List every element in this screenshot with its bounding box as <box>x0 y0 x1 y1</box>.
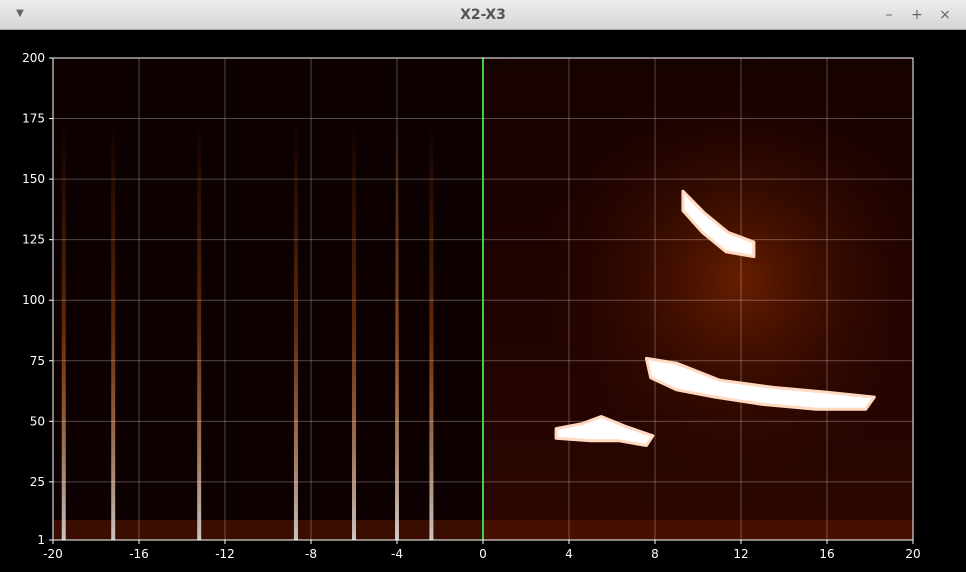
y-tick-label-2: 50 <box>30 414 45 428</box>
y-tick-label-4: 100 <box>22 293 45 307</box>
x-tick-label-1: -16 <box>129 547 149 561</box>
streak-3 <box>293 118 298 540</box>
y-tick-label-8: 200 <box>22 51 45 65</box>
close-button[interactable]: × <box>939 7 951 23</box>
streak-4 <box>352 118 356 540</box>
streak-2 <box>197 118 202 540</box>
x-tick-label-0: -20 <box>43 547 63 561</box>
window-title: X2-X3 <box>460 7 506 23</box>
hot-region-middle-band <box>644 356 876 411</box>
x-tick-label-6: 4 <box>565 547 573 561</box>
x-tick-label-10: 20 <box>905 547 920 561</box>
x-tick-label-4: -4 <box>391 547 403 561</box>
activity-halo <box>540 80 913 480</box>
x-tick-label-7: 8 <box>651 547 659 561</box>
x-tick-label-2: -12 <box>215 547 235 561</box>
spectrogram-plot: -20 -16 -12 -8 -4 0 4 8 12 16 20 12550751001251501… <box>22 51 921 561</box>
x-tick-label-3: -8 <box>305 547 317 561</box>
hot-region-upper-band <box>681 189 756 259</box>
triangle-down-icon[interactable]: ▼ <box>16 8 24 19</box>
x-tick-label-8: 12 <box>733 547 748 561</box>
y-tick-label-0: 1 <box>37 533 45 547</box>
y-tick-label-5: 125 <box>22 233 45 247</box>
streak-0 <box>61 118 66 540</box>
y-tick-label-3: 75 <box>30 354 45 368</box>
maximize-button[interactable]: + <box>911 7 923 23</box>
title-bar[interactable]: ▼ X2-X3 – + × <box>0 0 966 30</box>
y-tick-label-6: 150 <box>22 172 45 186</box>
streak-5 <box>395 118 399 540</box>
y-tick-label-7: 175 <box>22 112 45 126</box>
y-tick-label-1: 25 <box>30 475 45 489</box>
x-tick-label-9: 16 <box>819 547 834 561</box>
minimize-button[interactable]: – <box>885 7 893 23</box>
x-tick-label-5: 0 <box>479 547 487 561</box>
streak-1 <box>111 118 116 540</box>
streak-6 <box>429 118 434 540</box>
hot-region-lower-band <box>554 414 655 448</box>
